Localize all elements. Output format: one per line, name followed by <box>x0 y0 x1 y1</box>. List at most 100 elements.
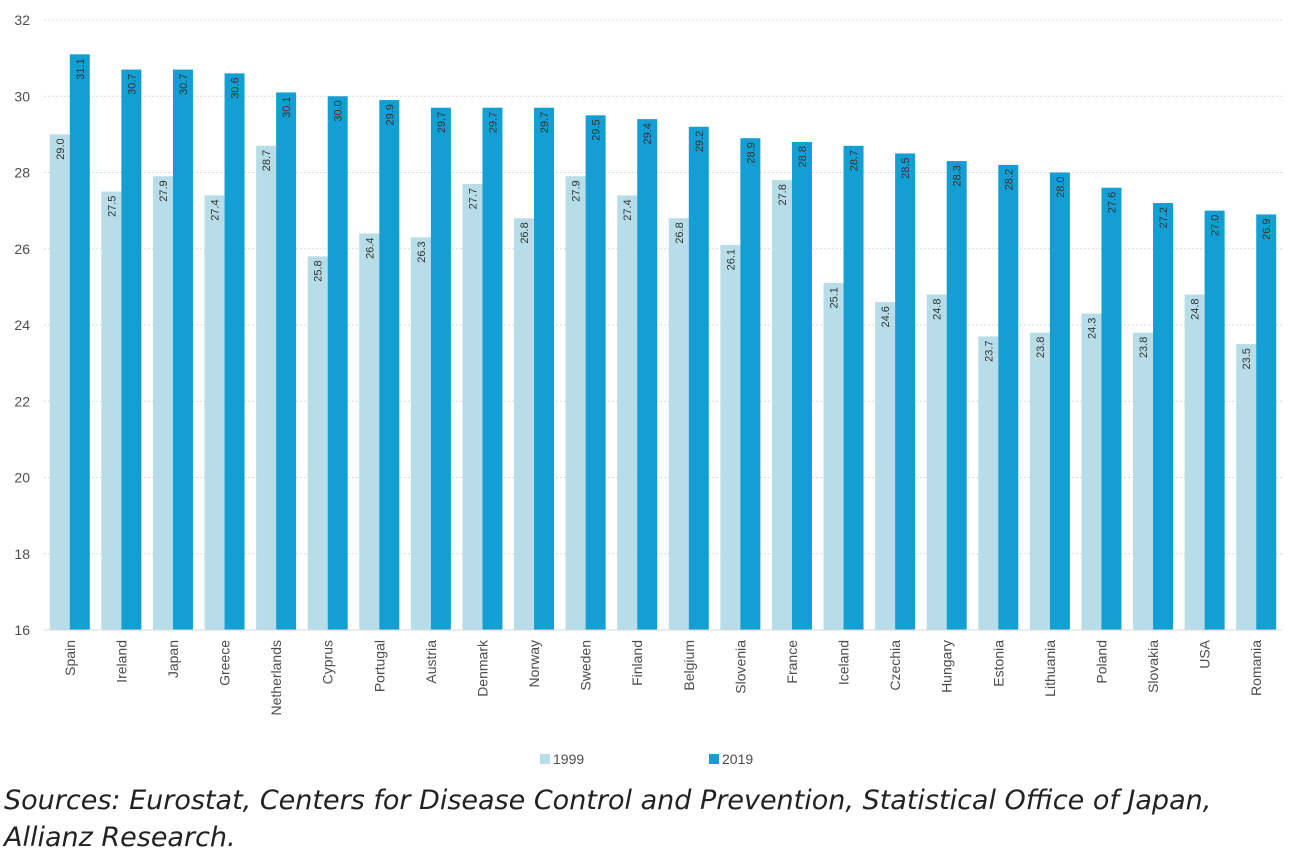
data-label: 29.9 <box>384 104 396 125</box>
x-tick-label: Finland <box>629 640 645 686</box>
data-label: 26.3 <box>416 241 428 262</box>
x-tick-label: Lithuania <box>1042 640 1058 697</box>
data-label: 28.0 <box>1055 177 1067 198</box>
y-tick-label: 20 <box>14 470 30 486</box>
y-tick-label: 16 <box>14 622 30 638</box>
bar-1999 <box>720 244 741 630</box>
data-label: 30.7 <box>178 74 190 95</box>
data-label: 27.8 <box>777 184 789 205</box>
data-label: 25.1 <box>829 287 841 308</box>
bar-1999 <box>462 183 483 630</box>
data-label: 26.1 <box>725 249 737 270</box>
bar-1999 <box>514 218 535 630</box>
bar-1999 <box>875 302 896 630</box>
bar-1999 <box>307 256 328 630</box>
x-tick-label: Netherlands <box>268 640 284 716</box>
bar-1999 <box>617 195 638 630</box>
legend-label-1999: 1999 <box>553 751 584 767</box>
x-tick-label: Cyprus <box>320 640 336 684</box>
y-tick-label: 24 <box>14 317 30 333</box>
x-tick-label: Japan <box>165 640 181 678</box>
data-label: 23.5 <box>1241 348 1253 369</box>
x-tick-label: Ireland <box>113 640 129 683</box>
data-label: 27.9 <box>158 180 170 201</box>
data-label: 23.8 <box>1035 337 1047 358</box>
data-label: 27.9 <box>571 180 583 201</box>
bar-1999 <box>978 336 999 630</box>
bar-1999 <box>1236 344 1257 630</box>
bar-2019 <box>1153 203 1174 630</box>
x-tick-label: Slovakia <box>1145 640 1161 693</box>
data-label: 27.7 <box>467 188 479 209</box>
data-label: 29.2 <box>694 131 706 152</box>
x-tick-label: Estonia <box>990 640 1006 687</box>
bar-2019 <box>895 153 916 630</box>
data-label: 27.5 <box>106 196 118 217</box>
data-label: 29.5 <box>591 119 603 140</box>
x-tick-label: Spain <box>62 640 78 676</box>
legend-swatch-1999 <box>540 754 550 764</box>
bar-2019 <box>740 138 761 630</box>
bar-1999 <box>256 145 277 630</box>
bar-1999 <box>926 294 947 630</box>
x-tick-label: Iceland <box>836 640 852 685</box>
bar-1999 <box>668 218 689 630</box>
bar-1999 <box>771 180 792 630</box>
y-axis: 16 18 20 22 24 26 28 30 32 <box>14 12 30 638</box>
bar-2019 <box>327 96 348 630</box>
data-label: 29.7 <box>436 112 448 133</box>
bar-1999 <box>49 134 70 630</box>
x-tick-label: Portugal <box>371 640 387 692</box>
bar-2019 <box>946 161 967 630</box>
x-tick-label: Slovenia <box>732 640 748 694</box>
data-label: 29.7 <box>539 112 551 133</box>
bar-1999 <box>101 191 122 630</box>
data-label: 28.7 <box>849 150 861 171</box>
source-note: Sources: Eurostat, Centers for Disease C… <box>4 785 1212 853</box>
x-tick-label: Hungary <box>939 640 955 693</box>
data-label: 29.4 <box>642 123 654 144</box>
data-label: 26.8 <box>519 222 531 243</box>
y-tick-label: 28 <box>14 165 30 181</box>
bar-1999 <box>1029 332 1050 630</box>
data-label: 28.3 <box>952 165 964 186</box>
y-tick-label: 22 <box>14 393 30 409</box>
x-tick-label: Belgium <box>681 640 697 691</box>
y-tick-label: 32 <box>14 12 30 28</box>
data-label: 30.0 <box>333 100 345 121</box>
bar-1999 <box>823 283 844 630</box>
data-label: 27.4 <box>210 199 222 220</box>
bar-2019 <box>637 119 658 630</box>
x-tick-label: France <box>784 640 800 684</box>
legend-swatch-2019 <box>709 754 719 764</box>
bar-chart: 16 18 20 22 24 26 28 30 32 29.0 31.1 27.5 30.7 27.9 3… <box>14 12 1282 767</box>
bar-2019 <box>998 164 1019 630</box>
data-label: 23.7 <box>983 340 995 361</box>
data-label: 29.0 <box>55 138 67 159</box>
bar-2019 <box>534 107 555 630</box>
data-label: 24.8 <box>932 299 944 320</box>
data-label: 28.2 <box>1003 169 1015 190</box>
x-axis: Spain Ireland Japan Greece Netherlands Cyprus… <box>44 629 1282 716</box>
x-tick-label: Czechia <box>887 640 903 691</box>
data-label: 30.1 <box>281 96 293 117</box>
data-label: 27.0 <box>1210 215 1222 236</box>
data-label: 23.8 <box>1138 337 1150 358</box>
data-label: 31.1 <box>75 58 87 79</box>
data-label: 28.9 <box>745 142 757 163</box>
data-label: 25.8 <box>313 260 325 281</box>
bar-1999 <box>565 176 586 630</box>
data-label: 30.7 <box>126 74 138 95</box>
bar-1999 <box>1184 294 1205 630</box>
bar-2019 <box>430 107 451 630</box>
y-tick-label: 18 <box>14 546 30 562</box>
bar-2019 <box>1256 214 1277 630</box>
data-label: 26.8 <box>674 222 686 243</box>
x-tick-label: Poland <box>1093 640 1109 684</box>
x-tick-label: USA <box>1197 639 1213 668</box>
data-label: 27.2 <box>1158 207 1170 228</box>
x-tick-label: Austria <box>423 640 439 684</box>
data-label: 27.4 <box>622 199 634 220</box>
data-label: 29.7 <box>487 112 499 133</box>
data-label: 28.5 <box>900 157 912 178</box>
